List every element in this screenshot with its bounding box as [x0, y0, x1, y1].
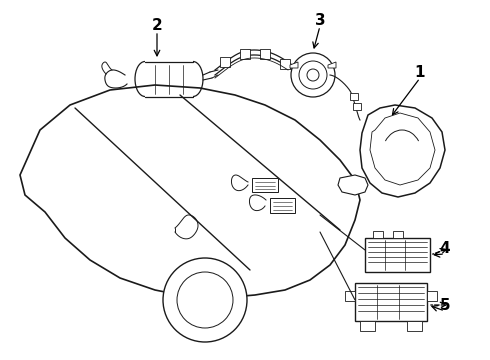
Polygon shape — [345, 291, 355, 301]
Circle shape — [163, 258, 247, 342]
Text: 2: 2 — [151, 18, 162, 32]
Polygon shape — [355, 283, 427, 321]
Polygon shape — [353, 103, 361, 110]
Text: 1: 1 — [415, 64, 425, 80]
Text: 4: 4 — [440, 240, 450, 256]
Circle shape — [299, 61, 327, 89]
Polygon shape — [270, 198, 295, 213]
Polygon shape — [407, 321, 422, 331]
Polygon shape — [427, 291, 437, 301]
Polygon shape — [280, 59, 290, 69]
Polygon shape — [365, 238, 430, 272]
Circle shape — [177, 272, 233, 328]
Polygon shape — [350, 93, 358, 100]
Polygon shape — [260, 49, 270, 59]
Polygon shape — [252, 178, 278, 192]
Polygon shape — [290, 62, 298, 68]
Polygon shape — [360, 321, 375, 331]
Circle shape — [291, 53, 335, 97]
Polygon shape — [240, 49, 250, 59]
Text: 3: 3 — [315, 13, 325, 27]
Polygon shape — [220, 57, 230, 67]
Polygon shape — [373, 231, 383, 238]
Polygon shape — [360, 105, 445, 197]
Circle shape — [307, 69, 319, 81]
Polygon shape — [328, 62, 336, 68]
Polygon shape — [20, 85, 360, 298]
Polygon shape — [338, 175, 368, 195]
Text: 5: 5 — [440, 297, 450, 312]
Polygon shape — [393, 231, 403, 238]
